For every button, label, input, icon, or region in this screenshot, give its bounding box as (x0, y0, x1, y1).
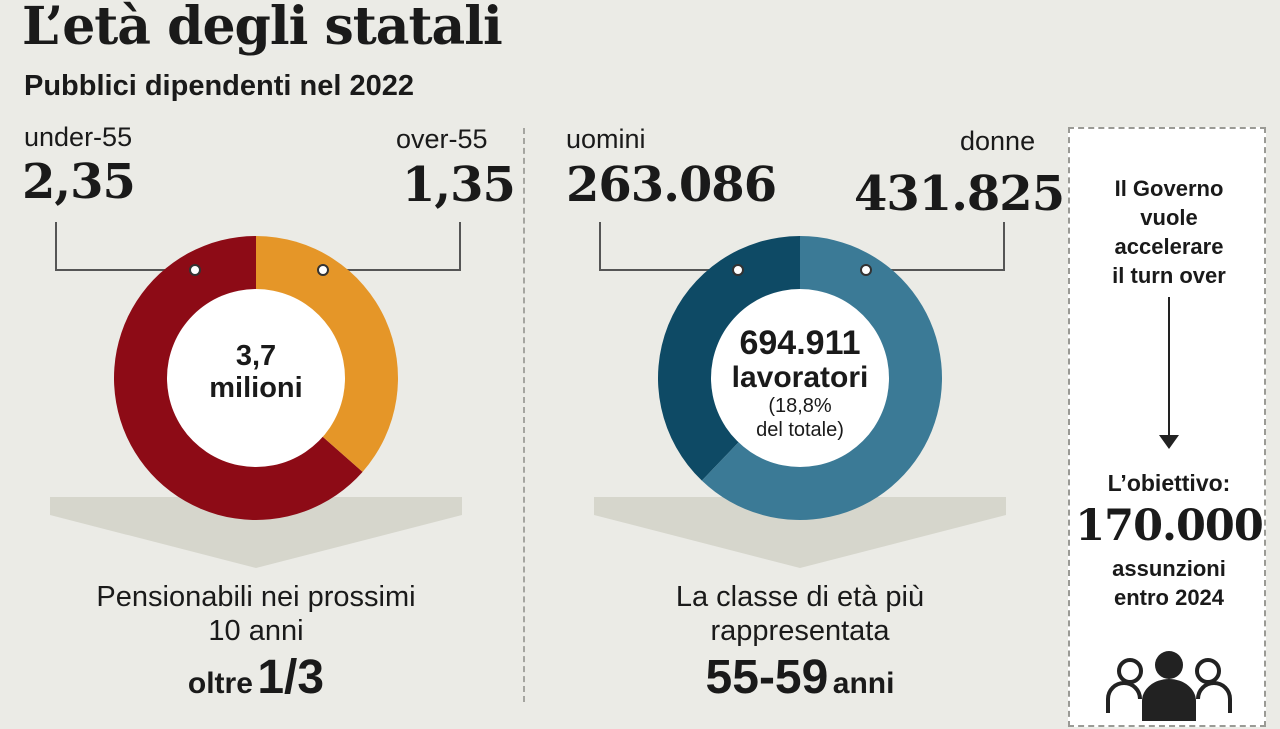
sidebar-line1: Il Governo (1114, 176, 1224, 201)
value-label-over55: 1,35 (402, 157, 516, 213)
caption-line1: Pensionabili nei prossimi (96, 581, 416, 613)
highlight-prefix: oltre (187, 667, 253, 700)
pointer-dot-donne (860, 264, 872, 276)
donut-hole (167, 289, 345, 467)
sidebar-line4: il turn over (1112, 263, 1226, 288)
highlight-value: 55-59 (705, 651, 829, 704)
caption-line2: rappresentata (710, 615, 890, 647)
highlight-left: oltre 1/3 (56, 650, 456, 705)
center-value: 3,7 (235, 340, 277, 372)
sidebar-box: Il Governo vuole accelerare il turn over… (1068, 127, 1266, 727)
goal-line1: assunzioni (1112, 556, 1226, 581)
donut-chart-age (113, 236, 398, 520)
leader-line-over55 (323, 222, 461, 271)
funnel-shape-left (50, 497, 462, 568)
legend-label-uomini: uomini (566, 124, 646, 154)
pointer-dot-uomini (732, 264, 744, 276)
legend-label-under55: under-55 (24, 122, 133, 152)
center-label: milioni (209, 372, 303, 404)
funnel-shape-right (594, 497, 1006, 568)
center-label: lavoratori (731, 361, 869, 394)
value-label-under55: 2,35 (22, 154, 136, 210)
page-subtitle: Pubblici dipendenti nel 2022 (24, 70, 414, 102)
leader-line-under55 (55, 222, 195, 271)
value-label-uomini: 263.086 (566, 157, 777, 213)
donut-center-gender: 694.911 lavoratori (18,8% del totale) (700, 324, 900, 442)
caption-line1: La classe di età più (675, 581, 925, 613)
pointer-dot-under55 (189, 264, 201, 276)
donut-chart-gender (658, 236, 943, 520)
legend-label-donne: donne (960, 126, 1036, 156)
donut-hole (711, 289, 889, 467)
highlight-right: 55-59 anni (600, 650, 1000, 705)
goal-line2: entro 2024 (1113, 585, 1225, 610)
caption-left: Pensionabili nei prossimi 10 anni (56, 580, 456, 648)
donut-center-age: 3,7 milioni (176, 340, 336, 404)
center-value: 694.911 (739, 324, 861, 362)
sidebar-line2: vuole (1140, 205, 1198, 230)
caption-line2: 10 anni (208, 615, 304, 647)
pointer-dot-over55 (317, 264, 329, 276)
center-note-line2: del totale) (756, 419, 844, 441)
value-label-donne: 431.825 (854, 166, 1065, 222)
center-note-line1: (18,8% (768, 395, 832, 417)
goal-value: 170.000 (1075, 501, 1264, 551)
goal-label: L’obiettivo: (1107, 470, 1231, 496)
charts-canvas (50, 222, 1006, 568)
legend-label-over55: over-55 (396, 124, 488, 154)
page-title: L’età degli statali (22, 0, 503, 57)
highlight-suffix: anni (832, 667, 895, 700)
leader-line-donne (866, 222, 1005, 271)
leader-line-uomini (599, 222, 738, 271)
people-group-icon (1106, 651, 1232, 721)
section-divider (523, 128, 525, 702)
down-arrow-icon (1159, 297, 1179, 449)
sidebar-line3: accelerare (1114, 234, 1224, 259)
caption-right: La classe di età più rappresentata (600, 580, 1000, 648)
highlight-value: 1/3 (257, 651, 325, 704)
